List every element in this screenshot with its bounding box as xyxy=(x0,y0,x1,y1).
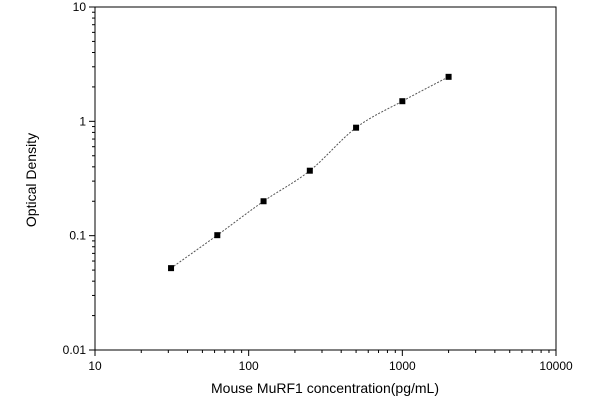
x-tick-label: 10000 xyxy=(539,359,573,373)
x-tick-label: 100 xyxy=(239,359,259,373)
y-axis-title: Optical Density xyxy=(23,133,39,227)
x-axis-title: Mouse MuRF1 concentration(pg/mL) xyxy=(211,380,439,396)
data-point xyxy=(214,232,221,239)
data-point xyxy=(306,167,313,174)
plot-frame xyxy=(94,6,557,351)
y-tick-label: 0.01 xyxy=(63,343,87,357)
data-point xyxy=(353,124,360,131)
x-tick-label: 10 xyxy=(88,359,102,373)
y-tick-label: 1 xyxy=(79,114,86,128)
y-tick-label: 10 xyxy=(73,0,87,14)
x-tick-label: 1000 xyxy=(389,359,416,373)
data-points xyxy=(168,73,452,272)
axis-ticks: 10 100 1000 10000 0.01 0.1 1 10 xyxy=(63,0,573,373)
data-point xyxy=(168,265,175,272)
data-point xyxy=(445,73,452,80)
data-point xyxy=(260,198,267,205)
data-point xyxy=(399,98,406,105)
y-tick-label: 0.1 xyxy=(69,229,86,243)
